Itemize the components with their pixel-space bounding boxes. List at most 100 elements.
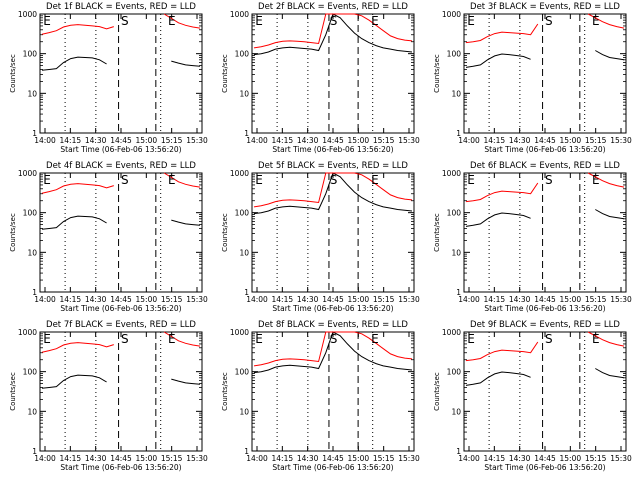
panel-title: Det 7f BLACK = Events, RED = LLD: [46, 320, 196, 330]
event-marker-e: E: [168, 332, 176, 346]
x-tick-label: 14:30: [509, 454, 531, 463]
x-tick-label: 14:45: [110, 295, 132, 304]
x-axis-label: Start Time (06-Feb-06 13:56:20): [60, 145, 181, 154]
x-tick-label: 14:30: [509, 295, 531, 304]
x-axis-label: Start Time (06-Feb-06 13:56:20): [272, 145, 393, 154]
event-marker-e: E: [43, 14, 51, 28]
x-tick-label: 14:00: [458, 454, 480, 463]
x-tick-label: 14:15: [272, 136, 294, 145]
y-tick-label: 1000: [18, 169, 37, 178]
event-marker-e: E: [255, 332, 263, 346]
panel-det-1: Det 1f BLACK = Events, RED = LLD 1 10 100 10…: [9, 2, 208, 154]
x-tick-label: 14:00: [458, 295, 480, 304]
x-tick-label: 15:15: [161, 454, 183, 463]
plot-frame: [39, 331, 203, 452]
x-tick-label: 14:15: [60, 136, 82, 145]
x-tick-label: 14:15: [60, 295, 82, 304]
panel-det-3: Det 3f BLACK = Events, RED = LLD 1 10 100 10…: [433, 2, 632, 154]
event-marker-e: E: [467, 14, 475, 28]
event-marker-e: E: [467, 332, 475, 346]
x-tick-label: 14:15: [484, 136, 506, 145]
event-marker-e: E: [168, 14, 176, 28]
y-tick-label: 10: [27, 89, 37, 98]
y-tick-label: 1: [244, 447, 249, 456]
plot-frame: [463, 331, 627, 452]
x-tick-label: 14:30: [297, 454, 319, 463]
panel-det-8: Det 8f BLACK = Events, RED = LLD 1 10 100 10…: [221, 320, 420, 472]
panel-title: Det 9f BLACK = Events, RED = LLD: [470, 320, 620, 330]
x-tick-label: 14:00: [34, 136, 56, 145]
y-tick-label: 10: [27, 248, 37, 257]
x-tick-label: 14:00: [246, 295, 268, 304]
y-tick-label: 10: [451, 407, 461, 416]
x-tick-label: 15:30: [398, 295, 420, 304]
x-tick-label: 14:15: [60, 454, 82, 463]
plot-frame: [463, 172, 627, 293]
plot-frame: [463, 13, 627, 134]
x-tick-label: 15:00: [136, 295, 158, 304]
series-lld-line: [253, 172, 413, 208]
y-tick-label: 100: [235, 368, 250, 377]
event-marker-e: E: [592, 14, 600, 28]
x-tick-label: 15:15: [585, 454, 607, 463]
x-axis-label: Start Time (06-Feb-06 13:56:20): [272, 463, 393, 472]
y-axis-label: Counts/sec: [9, 372, 17, 411]
x-tick-label: 15:00: [560, 136, 582, 145]
plot-frame: [39, 172, 203, 293]
event-marker-e: E: [371, 14, 379, 28]
event-marker-s: S: [121, 332, 129, 346]
event-marker-e: E: [43, 173, 51, 187]
x-tick-label: 15:15: [373, 454, 395, 463]
panel-title: Det 5f BLACK = Events, RED = LLD: [258, 161, 408, 171]
x-tick-label: 14:30: [85, 295, 107, 304]
x-tick-label: 14:45: [534, 295, 556, 304]
x-tick-label: 15:15: [161, 295, 183, 304]
y-axis-label: Counts/sec: [433, 213, 441, 252]
x-tick-label: 14:15: [272, 295, 294, 304]
x-tick-label: 14:00: [246, 136, 268, 145]
series-lld-line: [41, 172, 201, 194]
x-tick-label: 15:00: [136, 454, 158, 463]
y-tick-label: 10: [239, 248, 249, 257]
y-tick-label: 1000: [442, 328, 461, 337]
x-tick-label: 15:00: [348, 454, 370, 463]
y-tick-label: 100: [235, 209, 250, 218]
x-tick-label: 14:45: [110, 136, 132, 145]
event-marker-s: S: [330, 332, 338, 346]
plot-frame: [251, 172, 415, 293]
x-tick-label: 15:00: [560, 295, 582, 304]
x-tick-label: 15:00: [560, 454, 582, 463]
x-tick-label: 14:45: [322, 454, 344, 463]
x-tick-label: 14:15: [484, 295, 506, 304]
y-tick-label: 100: [23, 368, 38, 377]
panel-det-7: Det 7f BLACK = Events, RED = LLD 1 10 100 10…: [9, 320, 208, 472]
x-tick-label: 15:30: [186, 136, 208, 145]
panel-title: Det 3f BLACK = Events, RED = LLD: [470, 2, 620, 12]
event-marker-e: E: [592, 332, 600, 346]
event-marker-s: S: [545, 14, 553, 28]
event-marker-e: E: [255, 173, 263, 187]
x-axis-label: Start Time (06-Feb-06 13:56:20): [484, 463, 605, 472]
plot-frame: [251, 331, 415, 452]
y-tick-label: 1000: [442, 10, 461, 19]
y-axis-label: Counts/sec: [9, 213, 17, 252]
event-marker-e: E: [255, 14, 263, 28]
event-marker-e: E: [371, 332, 379, 346]
event-marker-s: S: [121, 14, 129, 28]
x-tick-label: 14:00: [34, 454, 56, 463]
y-tick-label: 100: [23, 209, 38, 218]
x-tick-label: 14:30: [297, 295, 319, 304]
x-tick-label: 14:45: [322, 295, 344, 304]
x-tick-label: 15:30: [610, 136, 632, 145]
y-tick-label: 1: [456, 129, 461, 138]
y-tick-label: 1: [32, 129, 37, 138]
y-tick-label: 1000: [230, 169, 249, 178]
y-tick-label: 100: [23, 50, 38, 59]
x-tick-label: 14:00: [246, 454, 268, 463]
y-tick-label: 1000: [18, 10, 37, 19]
series-lld-line: [253, 331, 413, 367]
series-lld-line: [253, 13, 413, 49]
y-axis-label: Counts/sec: [221, 213, 229, 252]
panel-det-5: Det 5f BLACK = Events, RED = LLD 1 10 100 10…: [221, 161, 420, 313]
y-tick-label: 100: [235, 50, 250, 59]
